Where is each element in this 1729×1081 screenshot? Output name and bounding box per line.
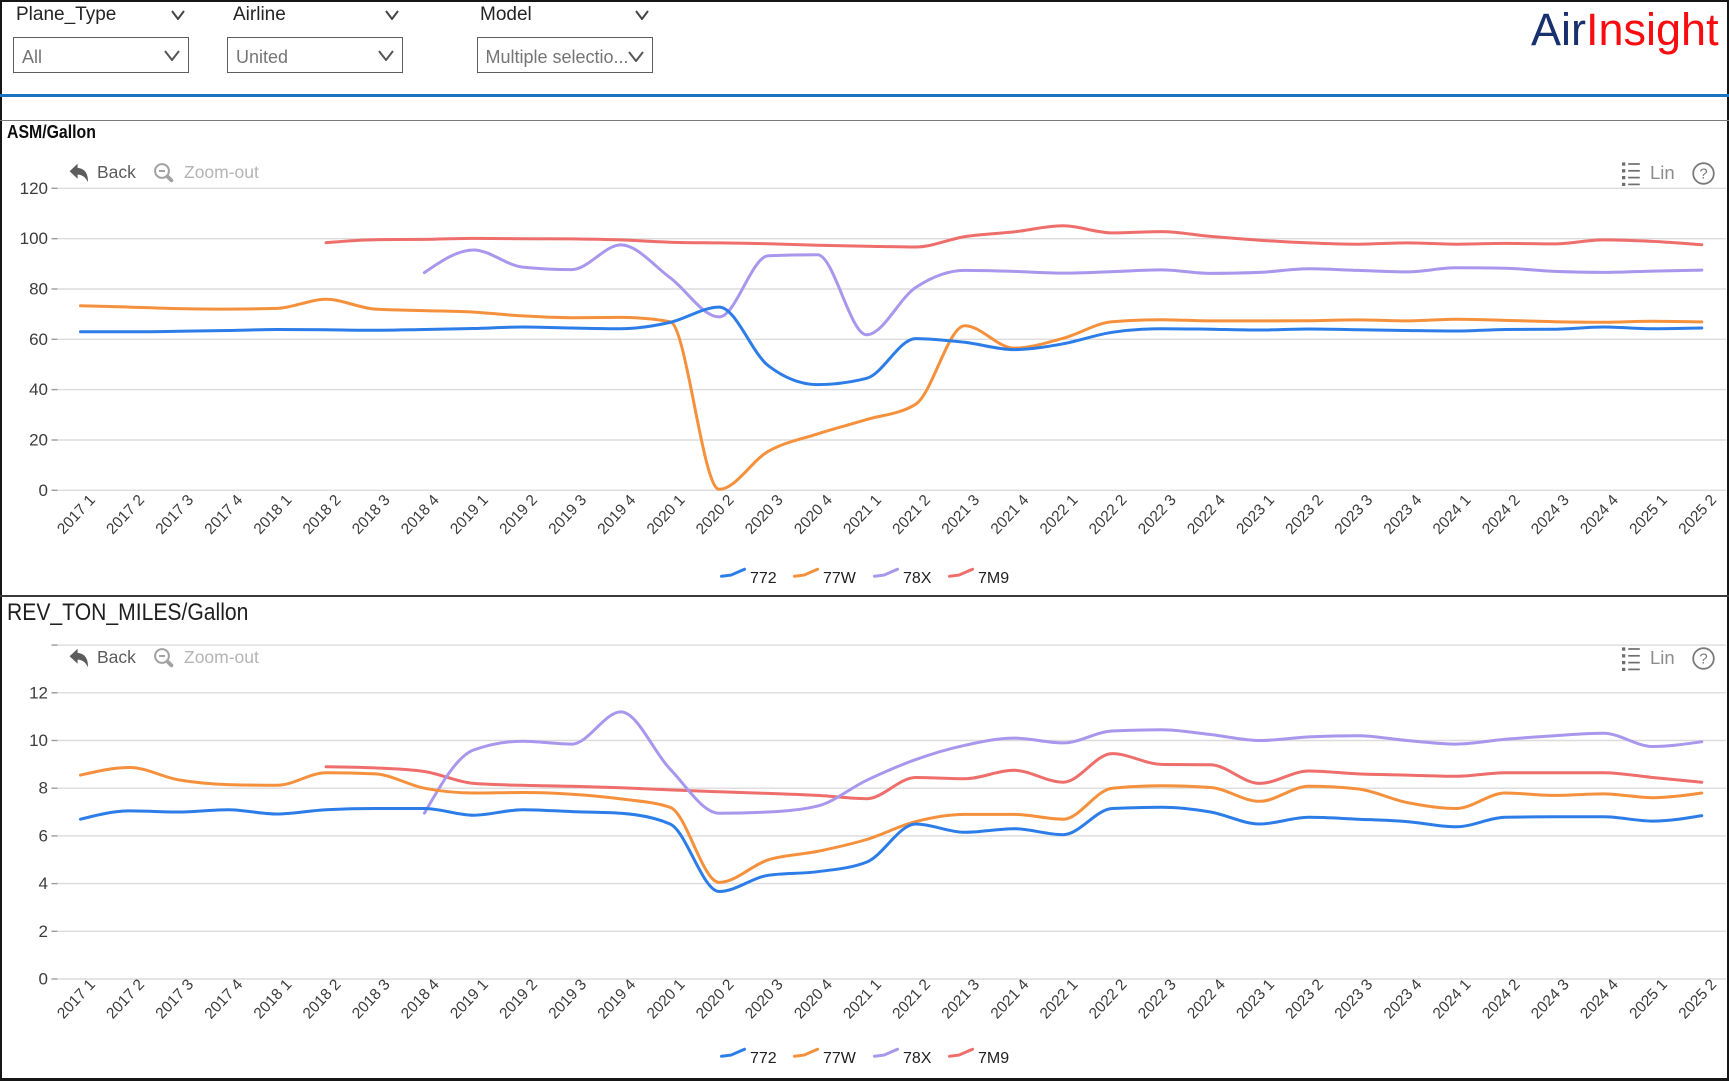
svg-text:100: 100 xyxy=(20,229,48,248)
svg-text:2025 2: 2025 2 xyxy=(1675,492,1720,538)
svg-text:2021 2: 2021 2 xyxy=(889,492,934,538)
svg-text:2: 2 xyxy=(39,922,48,941)
svg-text:2023 4: 2023 4 xyxy=(1381,491,1426,538)
svg-text:2024 1: 2024 1 xyxy=(1430,976,1475,1022)
svg-text:2024 2: 2024 2 xyxy=(1479,976,1524,1022)
svg-text:2022 2: 2022 2 xyxy=(1086,492,1131,538)
svg-text:2019 4: 2019 4 xyxy=(595,491,640,538)
svg-text:2019 3: 2019 3 xyxy=(545,976,590,1022)
svg-text:2021 1: 2021 1 xyxy=(840,492,885,538)
svg-text:2020 4: 2020 4 xyxy=(791,491,836,538)
svg-text:2018 2: 2018 2 xyxy=(300,492,345,538)
svg-text:2021 4: 2021 4 xyxy=(988,491,1033,538)
svg-text:2021 2: 2021 2 xyxy=(889,976,934,1022)
svg-text:2024 2: 2024 2 xyxy=(1479,492,1524,538)
svg-text:2025 1: 2025 1 xyxy=(1626,976,1671,1022)
svg-text:2024 4: 2024 4 xyxy=(1577,976,1622,1023)
svg-text:2022 3: 2022 3 xyxy=(1135,492,1180,538)
svg-text:40: 40 xyxy=(29,380,48,399)
svg-text:2020 3: 2020 3 xyxy=(742,492,787,538)
svg-text:2017 4: 2017 4 xyxy=(202,491,247,538)
svg-text:2017 3: 2017 3 xyxy=(152,976,197,1022)
svg-text:2018 4: 2018 4 xyxy=(398,491,443,538)
svg-text:60: 60 xyxy=(29,330,48,349)
svg-text:2018 1: 2018 1 xyxy=(251,492,296,538)
svg-text:2020 2: 2020 2 xyxy=(693,492,738,538)
svg-text:2019 2: 2019 2 xyxy=(496,492,541,538)
svg-text:2017 3: 2017 3 xyxy=(152,492,197,538)
svg-text:2020 2: 2020 2 xyxy=(693,976,738,1022)
svg-text:2023 4: 2023 4 xyxy=(1381,976,1426,1023)
svg-text:2019 3: 2019 3 xyxy=(545,492,590,538)
svg-text:2022 1: 2022 1 xyxy=(1037,492,1082,538)
svg-text:2020 1: 2020 1 xyxy=(644,976,689,1022)
svg-text:0: 0 xyxy=(39,970,48,989)
svg-text:2021 4: 2021 4 xyxy=(988,976,1033,1023)
svg-text:6: 6 xyxy=(39,826,48,845)
svg-text:12: 12 xyxy=(29,683,48,702)
svg-text:10: 10 xyxy=(29,731,48,750)
svg-text:2024 1: 2024 1 xyxy=(1430,492,1475,538)
svg-text:2022 4: 2022 4 xyxy=(1184,491,1229,538)
svg-text:?: ? xyxy=(1699,651,1707,668)
svg-text:2018 2: 2018 2 xyxy=(300,976,345,1022)
svg-text:120: 120 xyxy=(20,179,48,198)
svg-text:2023 2: 2023 2 xyxy=(1282,492,1327,538)
svg-text:2025 2: 2025 2 xyxy=(1675,976,1720,1022)
svg-text:2018 3: 2018 3 xyxy=(349,976,394,1022)
svg-text:2020 3: 2020 3 xyxy=(742,976,787,1022)
svg-text:2023 1: 2023 1 xyxy=(1233,976,1278,1022)
svg-text:2021 3: 2021 3 xyxy=(938,492,983,538)
svg-text:2024 3: 2024 3 xyxy=(1528,976,1573,1022)
svg-text:2022 3: 2022 3 xyxy=(1135,976,1180,1022)
svg-text:2023 3: 2023 3 xyxy=(1332,492,1377,538)
svg-text:2019 2: 2019 2 xyxy=(496,976,541,1022)
svg-text:2020 1: 2020 1 xyxy=(644,492,689,538)
svg-text:2021 3: 2021 3 xyxy=(938,976,983,1022)
svg-text:2019 4: 2019 4 xyxy=(595,976,640,1023)
svg-text:2023 3: 2023 3 xyxy=(1332,976,1377,1022)
svg-text:0: 0 xyxy=(39,481,48,500)
svg-text:2018 4: 2018 4 xyxy=(398,976,443,1023)
svg-text:2017 4: 2017 4 xyxy=(202,976,247,1023)
svg-text:2025 1: 2025 1 xyxy=(1626,492,1671,538)
svg-text:?: ? xyxy=(1699,166,1707,183)
svg-text:2017 1: 2017 1 xyxy=(54,492,99,538)
svg-text:80: 80 xyxy=(29,280,48,299)
svg-text:2023 1: 2023 1 xyxy=(1233,492,1278,538)
svg-text:20: 20 xyxy=(29,431,48,450)
svg-text:2017 2: 2017 2 xyxy=(103,492,148,538)
svg-text:2022 1: 2022 1 xyxy=(1037,976,1082,1022)
svg-text:2022 2: 2022 2 xyxy=(1086,976,1131,1022)
svg-text:2024 4: 2024 4 xyxy=(1577,491,1622,538)
svg-text:2017 1: 2017 1 xyxy=(54,976,99,1022)
svg-text:2017 2: 2017 2 xyxy=(103,976,148,1022)
svg-text:8: 8 xyxy=(39,779,48,798)
svg-text:2020 4: 2020 4 xyxy=(791,976,836,1023)
svg-text:2022 4: 2022 4 xyxy=(1184,976,1229,1023)
svg-text:2019 1: 2019 1 xyxy=(447,492,492,538)
svg-text:2021 1: 2021 1 xyxy=(840,976,885,1022)
svg-text:4: 4 xyxy=(39,874,48,893)
svg-text:2018 3: 2018 3 xyxy=(349,492,394,538)
svg-text:2023 2: 2023 2 xyxy=(1282,976,1327,1022)
svg-text:2024 3: 2024 3 xyxy=(1528,492,1573,538)
svg-text:2018 1: 2018 1 xyxy=(251,976,296,1022)
svg-text:2019 1: 2019 1 xyxy=(447,976,492,1022)
